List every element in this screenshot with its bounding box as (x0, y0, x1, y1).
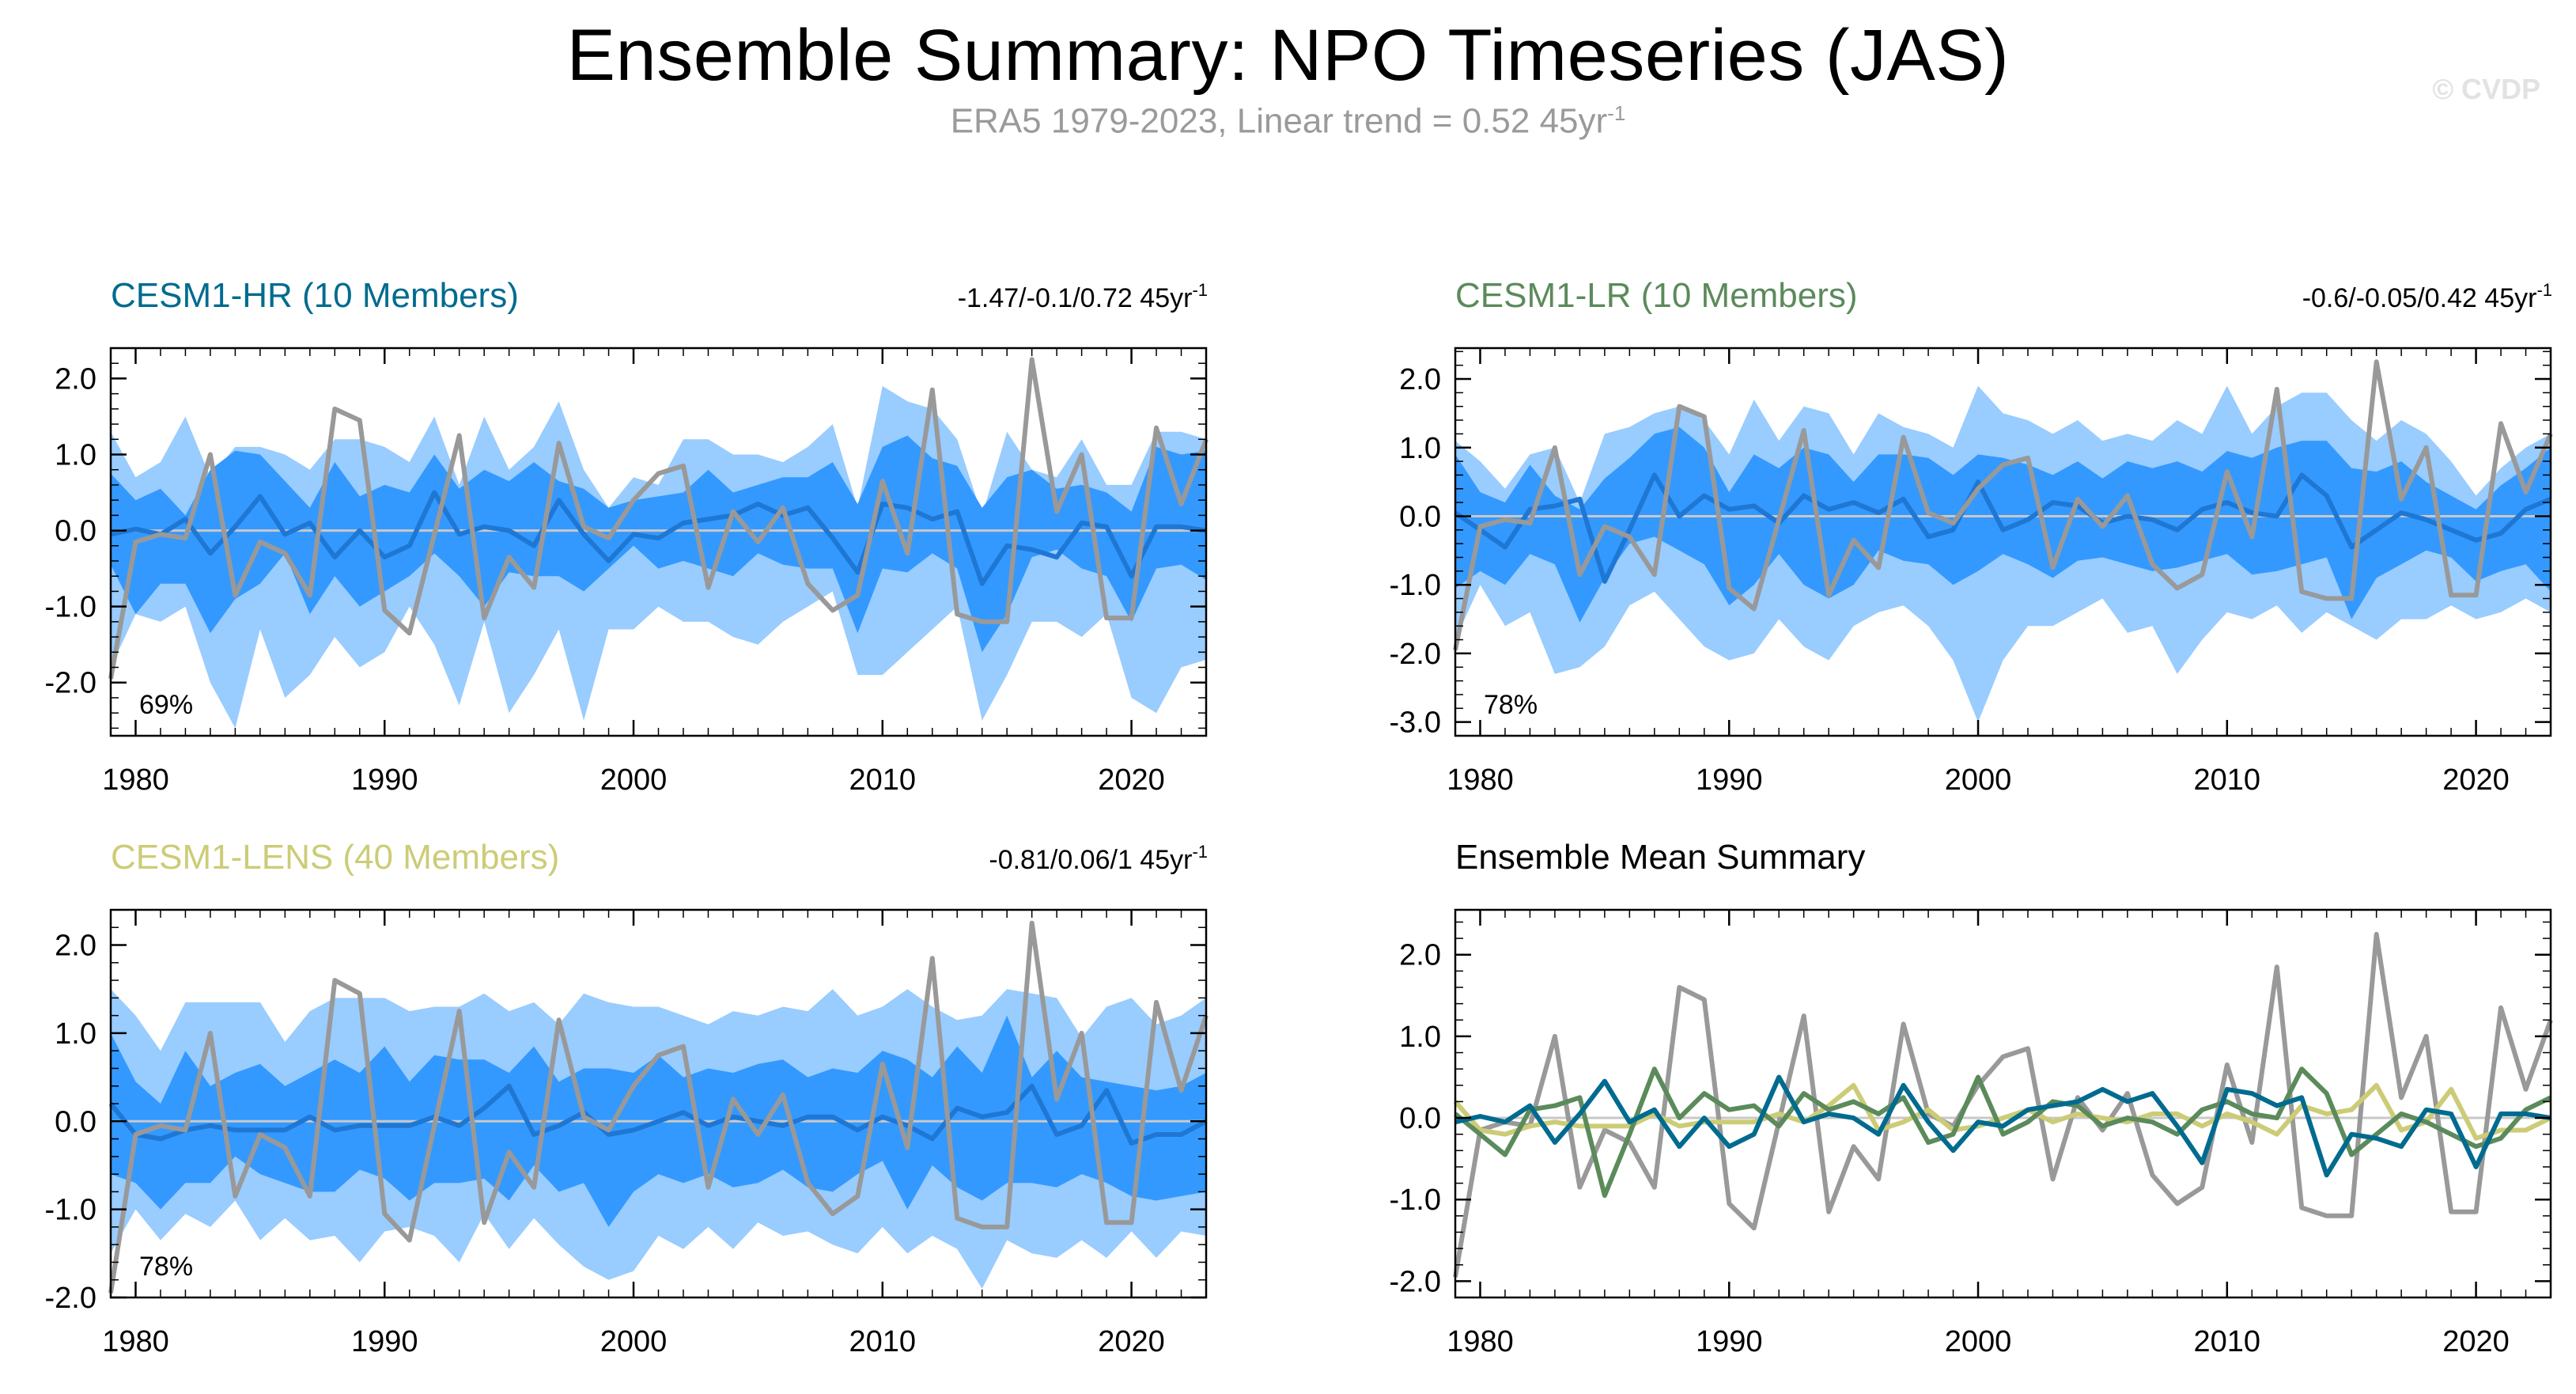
y-tick-label: 2.0 (1399, 939, 1441, 972)
x-tick-label: 1990 (351, 1325, 418, 1358)
y-tick-label: 0.0 (1399, 1102, 1441, 1135)
trend-exponent: -1 (1192, 280, 1208, 300)
x-tick-label: 2000 (600, 763, 668, 797)
x-tick-label: 1990 (351, 763, 418, 797)
ensemble-mean-line (108, 1083, 1208, 1146)
trend-value: -0.81/0.06/1 45yr (989, 845, 1192, 875)
y-tick-label: -2.0 (45, 667, 96, 700)
x-tick-label: 1980 (102, 1325, 169, 1358)
y-tick-label: -1.0 (1390, 1184, 1441, 1217)
percent-label: 78% (1484, 690, 1538, 720)
x-tick-label: 2010 (2194, 1325, 2261, 1358)
panel-title: CESM1-LR (10 Members) (1455, 276, 1858, 315)
y-tick-label: -2.0 (1390, 1265, 1441, 1298)
trend-label: -0.81/0.06/1 45yr-1 (989, 842, 1208, 875)
watermark: © CVDP (2432, 73, 2540, 105)
x-tick-label: 2000 (1945, 1325, 2012, 1358)
x-tick-label: 2010 (849, 1325, 917, 1358)
trend-exponent: -1 (2536, 280, 2552, 300)
x-tick-label: 2000 (1945, 763, 2012, 797)
x-tick-label: 2010 (2194, 763, 2261, 797)
panel-title: CESM1-HR (10 Members) (111, 276, 519, 315)
y-tick-label: 1.0 (1399, 432, 1441, 465)
y-tick-label: 0.0 (55, 1105, 96, 1138)
page-title: Ensemble Summary: NPO Timeseries (JAS) (566, 15, 2010, 96)
era5-line (1453, 359, 2553, 651)
trend-value: -0.6/-0.05/0.42 45yr (2302, 283, 2537, 313)
y-tick-label: -2.0 (45, 1282, 96, 1315)
x-tick-label: 1980 (1447, 763, 1514, 797)
panel-lens: CESM1-LENS (40 Members) -0.81/0.06/1 45yr… (45, 838, 1209, 1358)
x-tick-label: 2020 (1098, 1325, 1165, 1358)
inner-spread-band (111, 435, 1206, 653)
panel-summary: Ensemble Mean Summary2.01.00.0-1.0-2.019… (1390, 838, 2553, 1358)
hr-mean-line (1454, 1074, 2551, 1178)
x-tick-label: 2020 (2442, 763, 2510, 797)
trend-label: -1.47/-0.1/0.72 45yr-1 (958, 280, 1208, 313)
lr-mean-line (1454, 1066, 2552, 1199)
trend-label: -0.6/-0.05/0.42 45yr-1 (2302, 280, 2552, 313)
y-tick-label: 1.0 (1399, 1021, 1441, 1054)
y-tick-label: 2.0 (55, 930, 96, 963)
x-tick-label: 1990 (1696, 1325, 1763, 1358)
y-tick-label: 0.0 (1399, 500, 1441, 533)
title-block: Ensemble Summary: NPO Timeseries (JAS) E… (0, 0, 2576, 158)
x-tick-label: 1980 (1447, 1325, 1514, 1358)
y-tick-label: 0.0 (55, 515, 96, 548)
percent-label: 78% (139, 1252, 193, 1282)
subtitle-exponent: -1 (1607, 101, 1626, 125)
x-tick-label: 2000 (600, 1325, 668, 1358)
panel-lr: CESM1-LR (10 Members) -0.6/-0.05/0.42 45y… (1390, 276, 2553, 797)
y-tick-label: -1.0 (1390, 569, 1441, 602)
lens-mean-line (1453, 1082, 2552, 1141)
y-tick-label: -1.0 (45, 591, 96, 624)
x-tick-label: 1990 (1696, 763, 1763, 797)
era5-line (108, 357, 1209, 680)
era5-line (1453, 931, 2553, 1278)
x-tick-label: 2010 (849, 763, 917, 797)
y-tick-label: 1.0 (55, 439, 96, 472)
trend-value: -1.47/-0.1/0.72 45yr (958, 283, 1193, 313)
x-tick-label: 1980 (102, 763, 169, 797)
panel-hr: CESM1-HR (10 Members) -1.47/-0.1/0.72 45y… (45, 276, 1209, 797)
y-tick-label: 2.0 (55, 362, 96, 396)
trend-exponent: -1 (1192, 842, 1208, 862)
panel-title: CESM1-LENS (40 Members) (111, 838, 559, 877)
y-tick-label: 2.0 (1399, 363, 1441, 396)
x-tick-label: 2020 (2442, 1325, 2510, 1358)
subtitle-text: ERA5 1979-2023, Linear trend = 0.52 45yr (950, 101, 1608, 141)
percent-label: 69% (139, 690, 193, 720)
ensemble-mean-line (110, 490, 1207, 586)
era5-line (108, 920, 1209, 1294)
y-tick-label: 1.0 (55, 1017, 96, 1051)
y-tick-label: -3.0 (1390, 706, 1441, 740)
x-tick-label: 2020 (1098, 763, 1165, 797)
y-tick-label: -2.0 (1390, 638, 1441, 671)
panel-title: Ensemble Mean Summary (1455, 838, 1865, 877)
ensemble-mean-line (1454, 472, 2552, 584)
y-tick-label: -1.0 (45, 1194, 96, 1227)
page-subtitle: ERA5 1979-2023, Linear trend = 0.52 45yr… (0, 101, 2576, 142)
